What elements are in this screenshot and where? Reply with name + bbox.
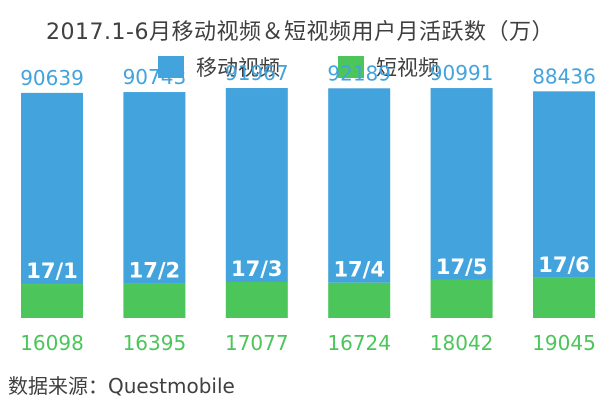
category-label: 17/5 <box>436 255 488 279</box>
data-label-short-video: 16395 <box>123 331 187 355</box>
chart-title: 2017.1-6月移动视频＆短视频用户月活跃数（万） <box>46 20 554 45</box>
data-label-mobile-video: 90991 <box>430 61 494 85</box>
category-label: 17/3 <box>231 257 283 281</box>
category-label: 17/6 <box>538 253 590 277</box>
source-note: 数据来源：Questmobile <box>8 374 235 398</box>
legend-label-mobile-video: 移动视频 <box>196 56 280 80</box>
category-label: 17/2 <box>129 258 181 282</box>
bar-short-video <box>21 284 83 318</box>
legend-swatch-mobile-video <box>158 56 184 78</box>
bar-short-video <box>533 277 595 318</box>
bar-mobile-video <box>430 88 493 280</box>
category-label: 17/1 <box>26 259 78 283</box>
bar-mobile-video <box>123 92 186 284</box>
data-label-short-video: 19045 <box>532 331 596 355</box>
data-label-short-video: 16098 <box>20 331 84 355</box>
data-label-mobile-video: 90639 <box>20 66 84 90</box>
legend: 移动视频 短视频 <box>0 52 600 82</box>
data-label-mobile-video: 90743 <box>123 65 187 89</box>
bar-short-video <box>430 279 493 318</box>
bar-short-video <box>123 283 186 318</box>
data-label-mobile-video: 92189 <box>327 61 391 85</box>
bar-mobile-video <box>328 88 391 283</box>
category-label: 17/4 <box>333 258 385 282</box>
data-label-short-video: 17077 <box>225 331 289 355</box>
bar-short-video <box>328 282 391 318</box>
bar-mobile-video <box>21 92 83 285</box>
bar-mobile-video <box>225 88 288 282</box>
legend-item-mobile-video: 移动视频 <box>158 52 280 82</box>
data-label-mobile-video: 88436 <box>532 64 596 88</box>
legend-label-short-video: 短视频 <box>376 56 439 80</box>
bar-mobile-video <box>533 91 595 278</box>
legend-swatch-short-video <box>338 56 364 78</box>
legend-item-short-video: 短视频 <box>338 52 439 82</box>
bar-short-video <box>225 281 288 318</box>
data-label-short-video: 16724 <box>327 331 391 355</box>
data-label-mobile-video: 91967 <box>225 61 289 85</box>
data-label-short-video: 18042 <box>430 331 494 355</box>
